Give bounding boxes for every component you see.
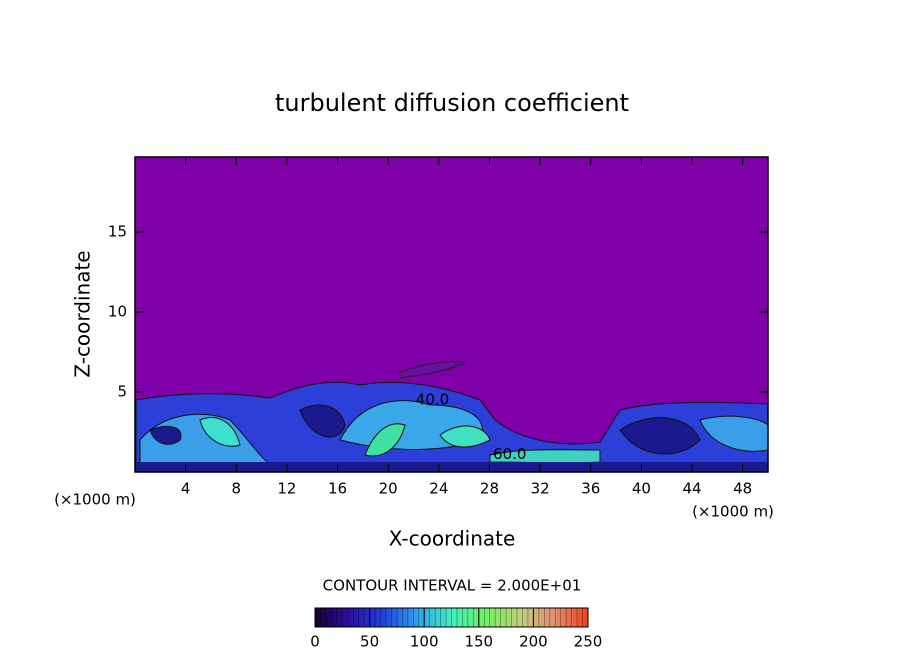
- contour-interval: CONTOUR INTERVAL = 2.000E+01: [323, 577, 582, 595]
- x-unit: (×1000 m): [692, 503, 774, 521]
- x-tick-label: 28: [480, 480, 499, 498]
- x-tick-label: 24: [429, 480, 448, 498]
- x-axis-label: X-coordinate: [389, 527, 516, 551]
- y-tick-label: 5: [117, 383, 127, 401]
- x-tick-label: 40: [632, 480, 651, 498]
- field: [135, 360, 768, 472]
- colorbar-tick-label: 0: [310, 633, 320, 651]
- x-tick-label: 44: [682, 480, 701, 498]
- colorbar-tick-label: 100: [410, 633, 439, 651]
- colorbar-tick-label: 250: [574, 633, 603, 651]
- x-tick-label: 20: [379, 480, 398, 498]
- contour-label: 60.0: [493, 445, 526, 463]
- x-tick-label: 32: [531, 480, 550, 498]
- colorbar-tick-label: 150: [464, 633, 493, 651]
- x-tick-label: 12: [277, 480, 296, 498]
- x-tick-label: 16: [328, 480, 347, 498]
- y-unit: (×1000 m): [54, 491, 136, 509]
- x-tick-label: 4: [181, 480, 191, 498]
- x-tick-label: 48: [733, 480, 752, 498]
- contour-label: 40.0: [416, 391, 449, 409]
- plot-frame: [134, 156, 769, 473]
- x-tick-label: 8: [232, 480, 242, 498]
- colorbar-tick-label: 50: [360, 633, 379, 651]
- chart-title: turbulent diffusion coefficient: [275, 89, 629, 117]
- x-tick-label: 36: [581, 480, 600, 498]
- y-axis-label: Z-coordinate: [71, 250, 95, 377]
- y-tick-label: 15: [108, 223, 127, 241]
- y-tick-label: 10: [108, 303, 127, 321]
- colorbar-tick-label: 200: [519, 633, 548, 651]
